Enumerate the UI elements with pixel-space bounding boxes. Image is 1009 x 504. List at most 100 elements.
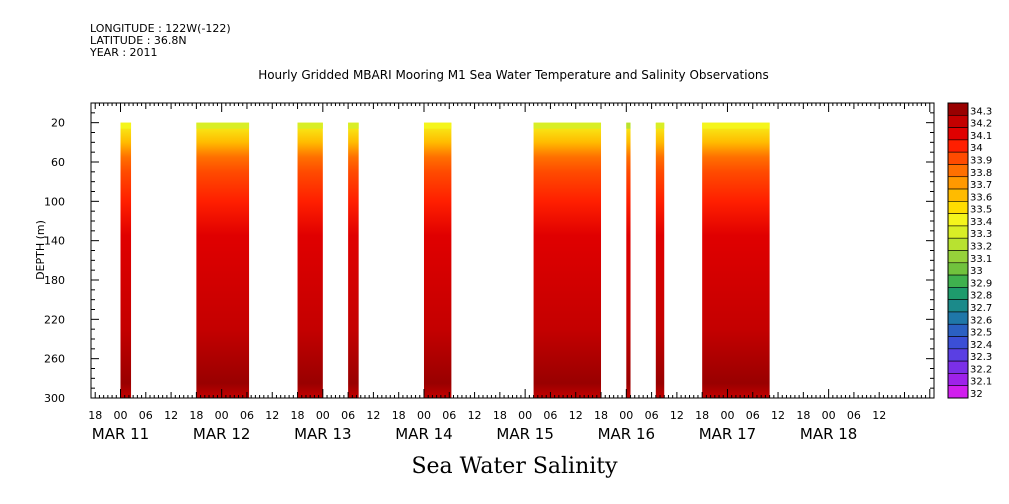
colorbar-label: 32.7	[970, 303, 992, 314]
data-block-surface	[297, 122, 323, 129]
y-tick-label: 20	[51, 117, 65, 130]
data-block-surface	[423, 122, 452, 129]
y-tick-label: 180	[44, 274, 65, 287]
data-block-surface	[120, 122, 132, 129]
colorbar-label: 33.4	[970, 217, 992, 228]
x-tick-label: 18	[594, 409, 608, 422]
data-block	[348, 122, 359, 399]
data-block	[120, 122, 132, 399]
x-tick-label: 12	[569, 409, 583, 422]
colorbar-swatch	[947, 164, 969, 178]
colorbar-swatch	[947, 373, 969, 387]
y-tick-label: 220	[44, 313, 65, 326]
colorbar-label: 33.8	[970, 168, 992, 179]
x-tick-label: 00	[822, 409, 836, 422]
x-tick-label: 12	[366, 409, 380, 422]
colorbar-label: 32	[970, 389, 983, 400]
x-tick-label: 06	[543, 409, 557, 422]
x-tick-label: 18	[291, 409, 305, 422]
x-tick-label: 06	[847, 409, 861, 422]
colorbar-swatch	[947, 176, 969, 190]
colorbar-label: 32.5	[970, 328, 992, 339]
x-tick-label: 18	[796, 409, 810, 422]
data-block	[533, 122, 602, 399]
data-block	[196, 122, 250, 399]
colorbar-swatch	[947, 385, 969, 399]
x-tick-label: 00	[417, 409, 431, 422]
x-tick-label: 00	[619, 409, 633, 422]
x-tick-label: 18	[392, 409, 406, 422]
x-tick-label: 18	[695, 409, 709, 422]
x-tick-label: 06	[139, 409, 153, 422]
x-tick-label: 18	[189, 409, 203, 422]
x-tick-label: 06	[341, 409, 355, 422]
data-block	[423, 122, 452, 399]
metadata-block: LONGITUDE : 122W(-122) LATITUDE : 36.8N …	[90, 23, 231, 59]
x-tick-label: 00	[215, 409, 229, 422]
colorbar-swatch	[947, 114, 969, 128]
colorbar-label: 33.6	[970, 192, 992, 203]
colorbar-swatch	[947, 127, 969, 141]
x-day-label: MAR 16	[598, 425, 655, 443]
colorbar-swatch	[947, 225, 969, 239]
colorbar-label: 32.6	[970, 315, 992, 326]
x-tick-label: 00	[316, 409, 330, 422]
colorbar-label: 33.3	[970, 229, 992, 240]
colorbar-swatch	[947, 299, 969, 313]
colorbar-label: 33.9	[970, 155, 992, 166]
y-tick-label: 60	[51, 156, 65, 169]
data-block	[297, 122, 323, 399]
x-tick-label: 00	[114, 409, 128, 422]
colorbar-label: 32.9	[970, 278, 992, 289]
y-tick-label: 100	[44, 195, 65, 208]
colorbar-swatch	[947, 188, 969, 202]
colorbar-swatch	[947, 102, 969, 116]
x-day-label: MAR 14	[395, 425, 452, 443]
latitude-label: LATITUDE : 36.8N	[90, 34, 187, 47]
y-tick-label: 300	[44, 392, 65, 405]
colorbar-swatch	[947, 336, 969, 350]
data-block	[655, 122, 665, 399]
data-block-surface	[702, 122, 770, 129]
x-tick-label: 12	[670, 409, 684, 422]
data-block-surface	[655, 122, 665, 129]
y-axis-label: DEPTH (m)	[34, 220, 47, 280]
colorbar-label: 32.8	[970, 291, 992, 302]
x-tick-label: 00	[518, 409, 532, 422]
colorbar-swatch	[947, 201, 969, 214]
x-tick-label: 06	[442, 409, 456, 422]
x-tick-label: 12	[468, 409, 482, 422]
x-day-label: MAR 15	[496, 425, 553, 443]
colorbar-label: 33.2	[970, 242, 992, 253]
x-day-label: MAR 17	[699, 425, 756, 443]
x-tick-label: 18	[493, 409, 507, 422]
colorbar-label: 33.5	[970, 205, 992, 216]
x-tick-label: 06	[746, 409, 760, 422]
y-axis: 20 60 100 140 180 220 260 300	[44, 112, 934, 405]
colorbar-swatch	[947, 274, 969, 288]
x-tick-label: 12	[872, 409, 886, 422]
x-day-label: MAR 13	[294, 425, 351, 443]
colorbar-label: 34.2	[970, 119, 992, 130]
colorbar-label: 32.2	[970, 364, 992, 375]
x-tick-label: 06	[240, 409, 254, 422]
colorbar-swatch	[947, 213, 969, 227]
x-tick-label: 18	[88, 409, 102, 422]
x-tick-label: 06	[645, 409, 659, 422]
colorbar-swatch	[947, 237, 969, 251]
colorbar: 34.334.234.13433.933.833.733.633.533.433…	[947, 102, 992, 400]
colorbar-label: 33.1	[970, 254, 992, 265]
variable-label: Sea Water Salinity	[411, 454, 618, 479]
chart-title: Hourly Gridded MBARI Mooring M1 Sea Wate…	[258, 68, 769, 82]
colorbar-label: 32.1	[970, 377, 992, 388]
longitude-label: LONGITUDE : 122W(-122)	[90, 22, 231, 35]
colorbar-label: 32.4	[970, 340, 992, 351]
y-tick-label: 140	[44, 235, 65, 248]
colorbar-swatch	[947, 151, 969, 165]
data-block-surface	[196, 122, 250, 129]
data-block-surface	[626, 122, 631, 129]
x-tick-label: 12	[771, 409, 785, 422]
colorbar-label: 32.3	[970, 352, 992, 363]
colorbar-swatch	[947, 360, 969, 374]
